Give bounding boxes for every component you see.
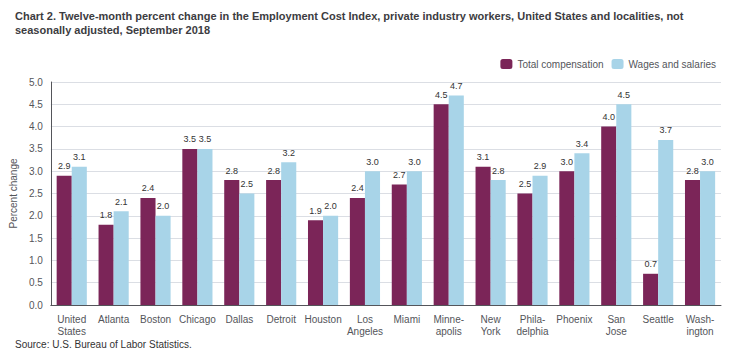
svg-text:Seattle: Seattle (643, 314, 675, 325)
svg-text:5.0: 5.0 (29, 77, 43, 88)
svg-text:4.7: 4.7 (450, 81, 463, 91)
svg-text:Phoenix: Phoenix (556, 314, 592, 325)
svg-text:1.8: 1.8 (100, 210, 113, 220)
svg-text:2.4: 2.4 (142, 183, 155, 193)
svg-text:Detroit: Detroit (266, 314, 296, 325)
svg-text:Total compensation: Total compensation (517, 59, 603, 70)
svg-text:2.4: 2.4 (351, 183, 364, 193)
svg-text:Chart 2. Twelve-month percent: Chart 2. Twelve-month percent change in … (15, 10, 684, 22)
svg-text:ington: ington (686, 326, 713, 337)
svg-text:1.5: 1.5 (29, 233, 43, 244)
svg-text:Dallas: Dallas (225, 314, 253, 325)
svg-text:Wash-: Wash- (686, 314, 715, 325)
svg-text:Los: Los (357, 314, 373, 325)
svg-text:Angeles: Angeles (347, 326, 383, 337)
svg-text:3.0: 3.0 (701, 157, 714, 167)
svg-text:4.5: 4.5 (29, 99, 43, 110)
svg-text:3.0: 3.0 (561, 157, 574, 167)
svg-text:Phila-: Phila- (520, 314, 546, 325)
svg-text:Chicago: Chicago (179, 314, 216, 325)
svg-text:Jose: Jose (606, 326, 628, 337)
svg-text:3.2: 3.2 (282, 148, 295, 158)
svg-text:3.5: 3.5 (184, 134, 197, 144)
svg-text:2.5: 2.5 (29, 188, 43, 199)
svg-text:2.9: 2.9 (58, 161, 71, 171)
svg-text:Miami: Miami (394, 314, 421, 325)
svg-text:apolis: apolis (436, 326, 462, 337)
svg-text:Source: U.S. Bureau of Labor S: Source: U.S. Bureau of Labor Statistics. (15, 339, 192, 350)
svg-text:2.8: 2.8 (492, 166, 505, 176)
svg-text:0.0: 0.0 (29, 300, 43, 311)
svg-text:2.5: 2.5 (241, 179, 254, 189)
svg-text:4.0: 4.0 (29, 121, 43, 132)
svg-text:2.8: 2.8 (686, 166, 699, 176)
svg-text:2.0: 2.0 (324, 201, 337, 211)
svg-text:2.5: 2.5 (519, 179, 532, 189)
svg-text:York: York (481, 326, 502, 337)
svg-text:3.0: 3.0 (366, 157, 379, 167)
svg-text:Boston: Boston (140, 314, 171, 325)
svg-text:0.5: 0.5 (29, 277, 43, 288)
svg-text:1.9: 1.9 (309, 206, 322, 216)
svg-text:New: New (481, 314, 502, 325)
svg-text:2.0: 2.0 (157, 201, 170, 211)
svg-text:2.7: 2.7 (393, 170, 406, 180)
svg-text:2.9: 2.9 (534, 161, 547, 171)
svg-text:4.5: 4.5 (435, 90, 448, 100)
svg-text:3.4: 3.4 (576, 139, 589, 149)
svg-text:Percent change: Percent change (8, 158, 19, 228)
svg-text:2.1: 2.1 (115, 197, 128, 207)
svg-text:Wages and salaries: Wages and salaries (629, 59, 716, 70)
svg-text:2.8: 2.8 (267, 166, 280, 176)
svg-text:3.5: 3.5 (29, 143, 43, 154)
svg-text:Houston: Houston (304, 314, 341, 325)
svg-text:3.0: 3.0 (408, 157, 421, 167)
svg-text:3.7: 3.7 (659, 125, 672, 135)
svg-text:4.0: 4.0 (602, 112, 615, 122)
svg-text:Atlanta: Atlanta (98, 314, 130, 325)
svg-text:1.0: 1.0 (29, 255, 43, 266)
svg-text:United: United (57, 314, 86, 325)
svg-text:San: San (607, 314, 625, 325)
svg-text:seasonally adjusted, September: seasonally adjusted, September 2018 (15, 24, 210, 36)
svg-text:delphia: delphia (516, 326, 549, 337)
svg-text:3.5: 3.5 (199, 134, 212, 144)
svg-text:3.0: 3.0 (29, 166, 43, 177)
svg-text:2.8: 2.8 (225, 166, 238, 176)
svg-text:States: States (58, 326, 86, 337)
svg-text:3.1: 3.1 (477, 152, 490, 162)
svg-text:2.0: 2.0 (29, 210, 43, 221)
svg-text:3.1: 3.1 (73, 152, 86, 162)
svg-text:Minne-: Minne- (433, 314, 464, 325)
svg-text:4.5: 4.5 (618, 90, 631, 100)
svg-text:0.7: 0.7 (644, 259, 657, 269)
